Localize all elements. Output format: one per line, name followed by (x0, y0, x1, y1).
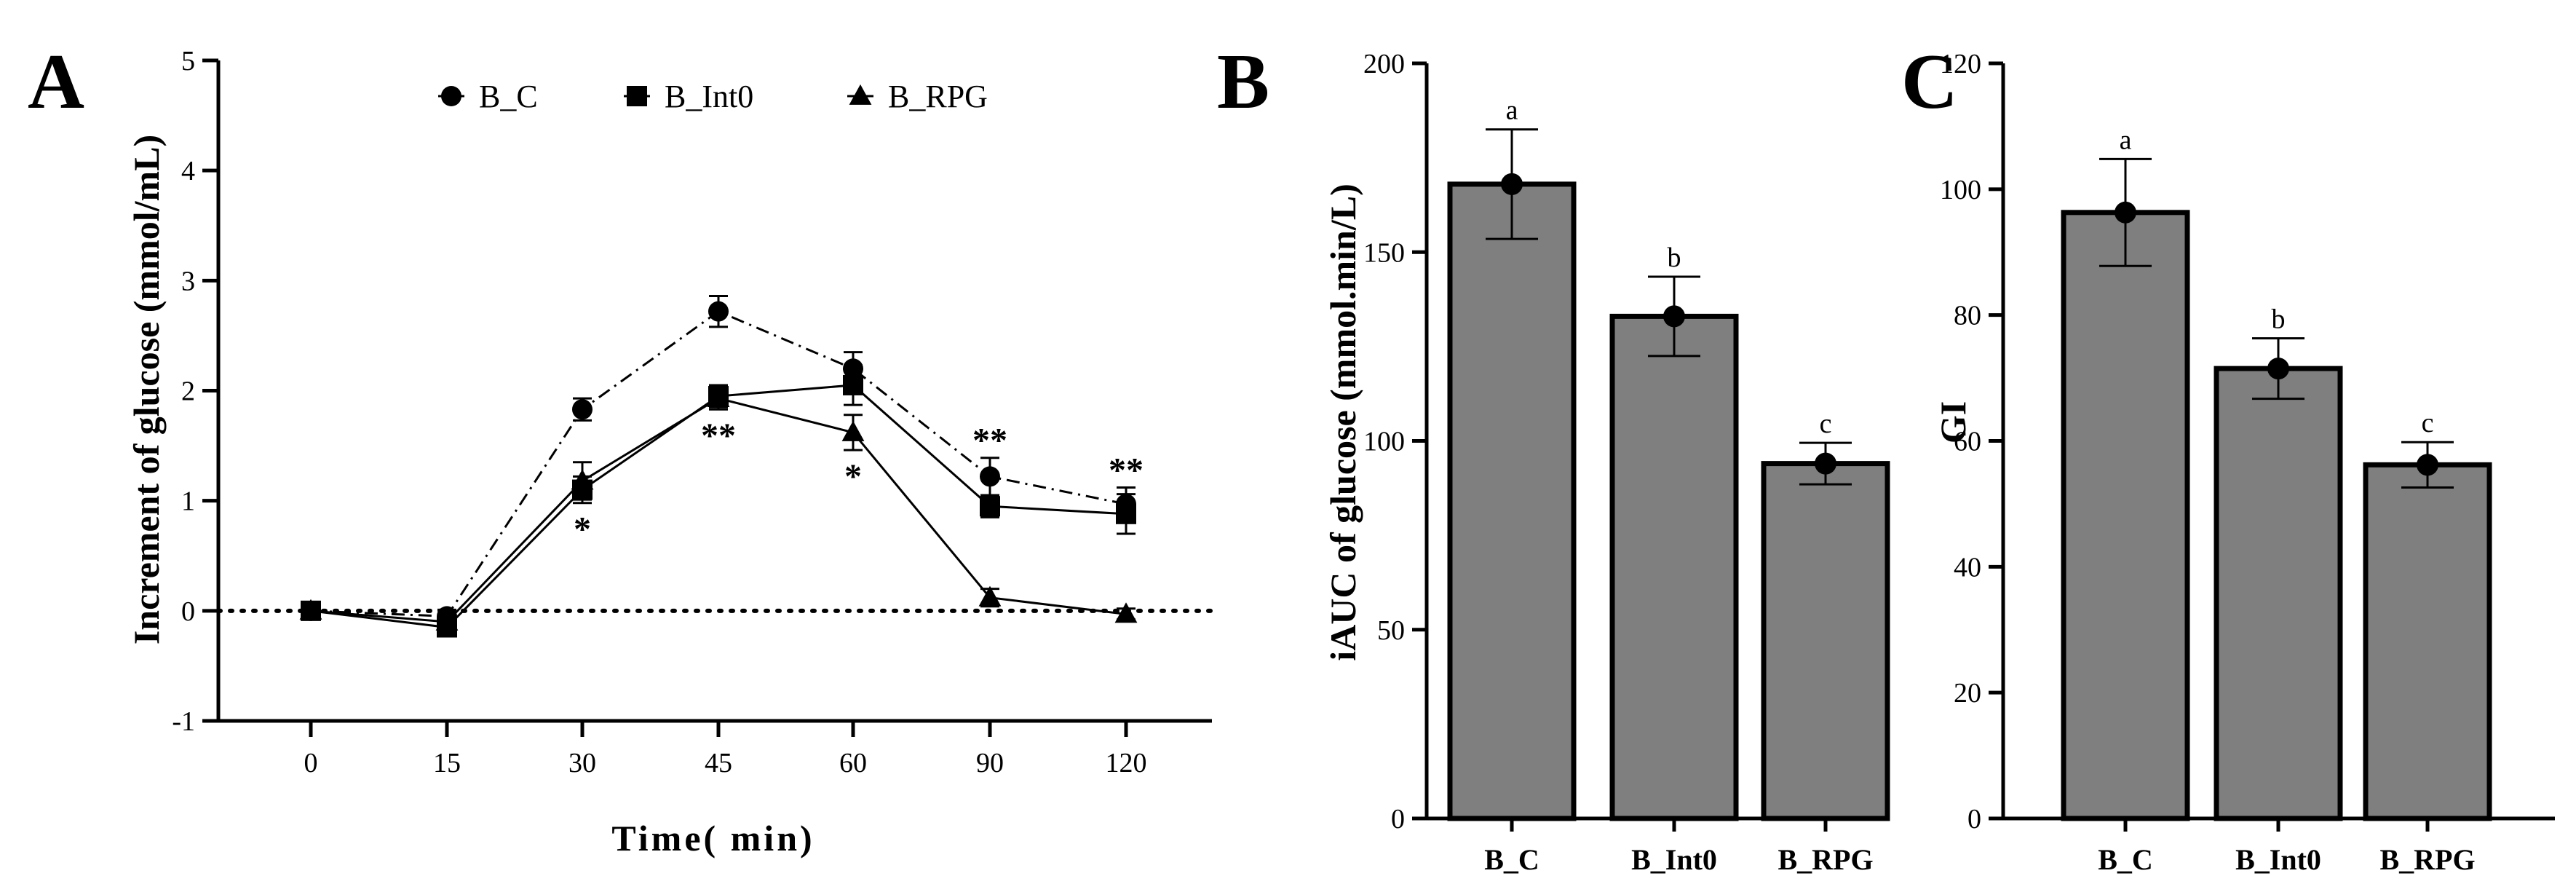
panel-c-significance-letter: b (2272, 304, 2286, 335)
panel-b-y-tick-label: 150 (1363, 237, 1405, 268)
panel-a-x-tick-label: 90 (976, 748, 1004, 778)
panel-c-significance-letter: c (2422, 408, 2434, 438)
panel-c-bar (2214, 366, 2343, 821)
panel-c-category-label: B_Int0 (2235, 843, 2321, 876)
panel-a-significance-mark: * (574, 510, 591, 549)
panel-c-bar-chart: C GI 0 20 40 60 80 100 120 a B_C b B_Int0 c B_RPG (1901, 39, 2555, 876)
panel-a-point-B_RPG (435, 609, 459, 631)
panel-b-letter: B (1217, 39, 1269, 125)
panel-a-point-B_Int0 (843, 374, 863, 395)
panel-b-y-tick-label: 50 (1377, 615, 1405, 646)
panel-b-bar (1609, 313, 1739, 821)
panel-a-point-B_C (708, 301, 729, 322)
panel-b-category-label: B_C (1484, 843, 1539, 876)
panel-a-y-tick-label: 0 (181, 596, 195, 627)
legend-label: B_Int0 (665, 79, 753, 114)
panel-b-y-tick-label: 0 (1391, 804, 1405, 834)
panel-b-significance-letter: a (1506, 95, 1518, 126)
panel-c-y-axis-label: GI (1933, 401, 1973, 443)
panel-a-significance-mark: ** (1109, 451, 1144, 490)
panel-b-mean-point (1501, 173, 1523, 195)
panel-b-significance-letter: c (1820, 409, 1832, 439)
panel-b-significance-letter: b (1668, 242, 1681, 273)
panel-c-bar (2061, 210, 2190, 821)
panel-c-bar (2363, 462, 2492, 821)
panel-a-significance-mark: ** (972, 422, 1007, 460)
panel-c-category-label: B_C (2098, 843, 2153, 876)
panel-c-mean-point (2417, 454, 2438, 476)
panel-a-x-tick-label: 120 (1106, 748, 1147, 778)
panel-a-x-tick-label: 0 (304, 748, 318, 778)
panel-a-x-tick-label: 60 (839, 748, 867, 778)
panel-c-mean-point (2267, 358, 2289, 380)
panel-a-point-B_C (572, 399, 593, 420)
panel-c-y-tick-label: 60 (1954, 427, 1981, 457)
panel-a-significance-mark: ** (701, 417, 736, 455)
panel-a-y-tick-label: -1 (172, 706, 195, 737)
panel-a-point-B_Int0 (1116, 503, 1136, 524)
legend-label: B_C (479, 79, 538, 114)
panel-a-x-axis-label: Time( min) (611, 818, 815, 859)
panel-b-bar (1761, 461, 1890, 821)
panel-b-y-tick-label: 200 (1363, 49, 1405, 79)
panel-a-legend: B_C B_Int0 B_RPG (438, 79, 988, 114)
panel-b-mean-point (1663, 305, 1685, 328)
legend-marker-B_RPG (849, 84, 872, 105)
panel-b-category-label: B_Int0 (1631, 843, 1717, 876)
panel-c-y-tick-label: 80 (1954, 301, 1981, 331)
legend-marker-B_Int0 (627, 86, 647, 106)
panel-a-y-tick-label: 4 (181, 156, 195, 186)
panel-a-y-axis-label: Increment of glucose (mmol/mL) (126, 135, 167, 644)
panel-a-point-B_RPG (978, 585, 1002, 607)
panel-c-significance-letter: a (2120, 125, 2132, 155)
panel-a-point-B_RPG (1114, 602, 1138, 623)
panel-a-point-B_C (980, 466, 1000, 487)
panel-a-point-B_RPG (707, 386, 730, 407)
panel-c-y-tick-label: 40 (1954, 552, 1981, 583)
panel-b-y-axis-label: iAUC of glucose (mmol.min/L) (1323, 183, 1363, 661)
legend-marker-B_C (441, 86, 461, 106)
panel-c-y-tick-label: 0 (1967, 804, 1981, 834)
panel-a-significance-mark: * (844, 457, 862, 496)
panel-a-y-tick-label: 5 (181, 46, 195, 76)
panel-b-y-tick-label: 100 (1363, 427, 1405, 457)
panel-c-mean-point (2115, 201, 2136, 224)
panel-b-bar (1447, 181, 1577, 821)
panel-a-point-B_RPG (299, 599, 322, 620)
panel-a-series-line-B_C (310, 309, 1127, 617)
panel-a-y-tick-label: 1 (181, 486, 195, 517)
panel-c-category-label: B_RPG (2379, 843, 2475, 876)
panel-c-y-tick-label: 100 (1940, 175, 1981, 205)
panel-a-line-chart: A Increment of glucose (mmol/mL) Time( m… (28, 39, 1214, 859)
panel-a-x-tick-label: 30 (568, 748, 596, 778)
panel-a-letter: A (28, 39, 84, 125)
legend-label: B_RPG (888, 79, 988, 114)
panel-a-x-tick-label: 15 (433, 748, 461, 778)
panel-a-x-tick-label: 45 (705, 748, 732, 778)
panel-c-y-tick-label: 20 (1954, 678, 1981, 709)
panel-a-point-B_RPG (571, 469, 594, 490)
panel-a-point-B_Int0 (980, 496, 1000, 517)
panel-b-category-label: B_RPG (1778, 843, 1873, 876)
panel-c-y-tick-label: 120 (1940, 49, 1981, 79)
panel-b-bar-chart: B iAUC of glucose (mmol.min/L) 0 50 100 150… (1217, 39, 1890, 876)
panel-a-y-tick-label: 2 (181, 376, 195, 407)
panel-c-letter: C (1901, 39, 1958, 125)
panel-b-mean-point (1815, 452, 1836, 475)
panel-a-point-B_RPG (841, 420, 865, 441)
panel-a-y-tick-label: 3 (181, 266, 195, 296)
